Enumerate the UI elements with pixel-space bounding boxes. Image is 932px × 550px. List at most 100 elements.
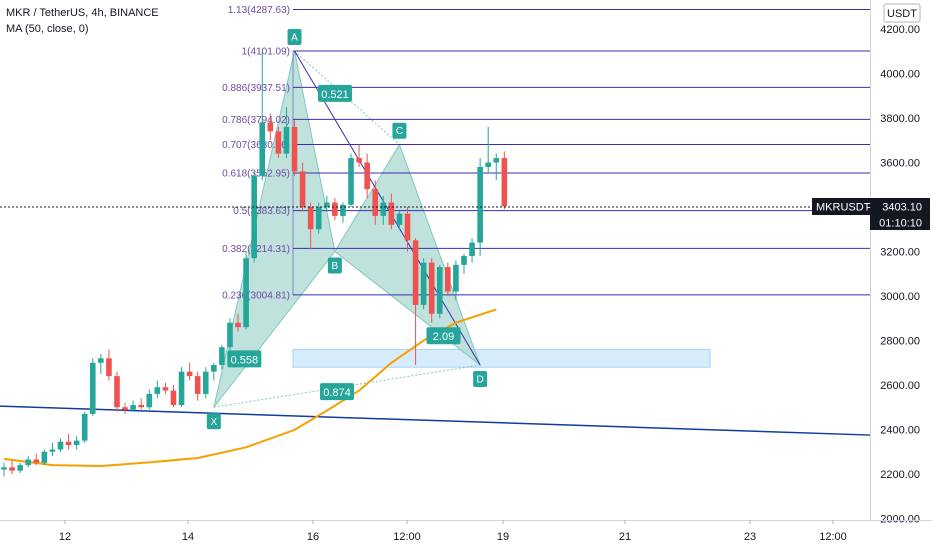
candle (227, 318, 233, 352)
candle (501, 151, 508, 210)
candle (194, 371, 201, 401)
candle (340, 202, 346, 223)
pattern-point-badge (473, 370, 488, 387)
candle-body (283, 126, 290, 154)
candle-body (219, 347, 225, 365)
time-tick-label: 14 (182, 531, 194, 543)
candle-body (235, 322, 241, 328)
candle-body (89, 362, 96, 414)
candle-body (315, 207, 322, 230)
candle-body (259, 122, 266, 176)
candle (25, 456, 32, 468)
candle (57, 438, 64, 452)
candle (122, 402, 128, 414)
candle (469, 238, 475, 263)
ratio-text: 0.874 (323, 387, 351, 399)
candle (315, 202, 322, 234)
pattern-point-label: X (210, 417, 217, 428)
unit-badge[interactable] (883, 3, 921, 23)
pattern-point-badge (287, 29, 302, 46)
candle (332, 198, 338, 221)
fib-level-label: 0.786(3794.02) (222, 115, 290, 126)
candle-body (227, 322, 233, 348)
candle-body (364, 162, 370, 190)
pattern-point-x: X (206, 413, 221, 430)
candle-body (332, 202, 338, 216)
pattern-point-badge (327, 257, 342, 274)
candle-body (485, 162, 491, 167)
pattern-point-badge (392, 122, 407, 139)
candle-body (428, 262, 435, 314)
candle (420, 258, 427, 310)
time-tick-label: 16 (307, 531, 319, 543)
indicator-title: MA (50, close, 0) (6, 23, 89, 35)
candle (89, 358, 96, 417)
candles-layer (1, 51, 508, 477)
candle (275, 126, 282, 159)
pattern-point-label: D (477, 374, 484, 385)
candle (380, 195, 387, 225)
candle (396, 211, 403, 230)
pattern-point-label: A (291, 33, 298, 44)
candle-body (275, 131, 282, 154)
time-tick-label: 21 (619, 531, 631, 543)
ratio-label: 0.521 (317, 84, 352, 102)
trend-line (0, 405, 871, 436)
price-tick-label: 3800.00 (880, 113, 920, 125)
candle-body (98, 358, 104, 363)
price-tag-symbol: MKRUSDT (816, 202, 871, 214)
candle (219, 344, 225, 370)
candle-body (356, 158, 362, 163)
candle-body (404, 213, 411, 241)
ratio-line-ac (294, 50, 400, 146)
candle-body (1, 467, 7, 470)
candle (178, 367, 185, 408)
candle-body (122, 407, 128, 410)
price-tick-label: 2000.00 (880, 514, 920, 526)
candle (81, 411, 88, 443)
candle-body (307, 207, 314, 230)
candle-body (178, 371, 185, 406)
target-zone-layer (292, 348, 711, 368)
candle-body (186, 371, 193, 377)
candle (17, 462, 23, 473)
price-tick-label: 2800.00 (880, 336, 920, 348)
candle-body (453, 264, 459, 292)
candle (307, 202, 314, 250)
candle-body (114, 376, 120, 408)
price-tick-label: 2200.00 (880, 469, 920, 481)
candle (186, 362, 193, 381)
candle (170, 385, 177, 408)
candle (98, 353, 104, 374)
candle (73, 436, 80, 450)
time-tick-label: 12:00 (393, 531, 421, 543)
price-tag-countdown-box (870, 215, 930, 230)
candle-body (436, 267, 443, 314)
candle (154, 380, 161, 399)
time-tick-label: 12 (59, 531, 71, 543)
fib-level-label: 0.886(3937.51) (222, 83, 290, 94)
ratio-badge (426, 327, 461, 345)
unit-label: USDT (887, 8, 917, 20)
price-tick-label: 3600.00 (880, 158, 920, 170)
price-tag-countdown: 01:10:10 (879, 218, 922, 230)
candle-body (25, 459, 32, 466)
candle-body (194, 376, 201, 394)
candle-body (348, 158, 354, 205)
pattern-point-c: C (392, 122, 407, 139)
candle-body (65, 441, 72, 446)
candle-body (445, 267, 451, 292)
candle-body (211, 364, 217, 372)
candle (114, 371, 120, 412)
candle (485, 126, 491, 174)
fib-level-label: 0.707(3680.66) (222, 140, 290, 151)
candle (283, 106, 290, 159)
time-axis[interactable]: 12 14 16 12:00 19 21 23 12:00 (59, 520, 847, 543)
ratio-line-xd (213, 364, 481, 408)
candle-body (138, 405, 144, 408)
symbol-title: MKR / TetherUS, 4h, BINANCE (6, 7, 159, 19)
candle-body (267, 122, 274, 132)
candle (162, 382, 169, 394)
